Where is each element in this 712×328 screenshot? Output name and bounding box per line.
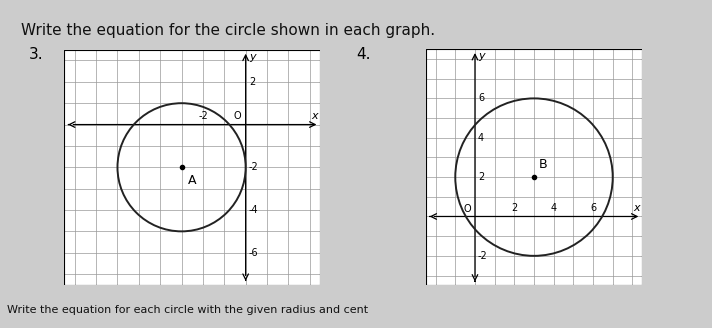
Text: 4: 4 — [550, 203, 557, 213]
Text: 6: 6 — [590, 203, 596, 213]
Text: -2: -2 — [478, 251, 488, 261]
Text: -2: -2 — [198, 111, 208, 121]
Text: y: y — [478, 51, 485, 61]
Text: O: O — [234, 111, 241, 121]
Text: B: B — [539, 158, 548, 171]
Text: 2: 2 — [511, 203, 518, 213]
Text: Write the equation for each circle with the given radius and cent: Write the equation for each circle with … — [7, 305, 368, 315]
Text: A: A — [188, 174, 197, 187]
Text: x: x — [634, 203, 640, 213]
Text: 2: 2 — [249, 77, 255, 87]
Text: x: x — [312, 111, 318, 121]
Text: -2: -2 — [249, 162, 258, 172]
Text: -4: -4 — [249, 205, 258, 215]
Text: 3.: 3. — [28, 47, 43, 62]
Text: 4.: 4. — [356, 47, 370, 62]
Text: 4: 4 — [478, 133, 484, 143]
Text: -6: -6 — [249, 248, 258, 258]
Text: O: O — [464, 204, 471, 214]
Text: y: y — [249, 52, 256, 62]
Text: 6: 6 — [478, 93, 484, 103]
Text: 2: 2 — [478, 172, 484, 182]
Text: Write the equation for the circle shown in each graph.: Write the equation for the circle shown … — [21, 23, 436, 38]
